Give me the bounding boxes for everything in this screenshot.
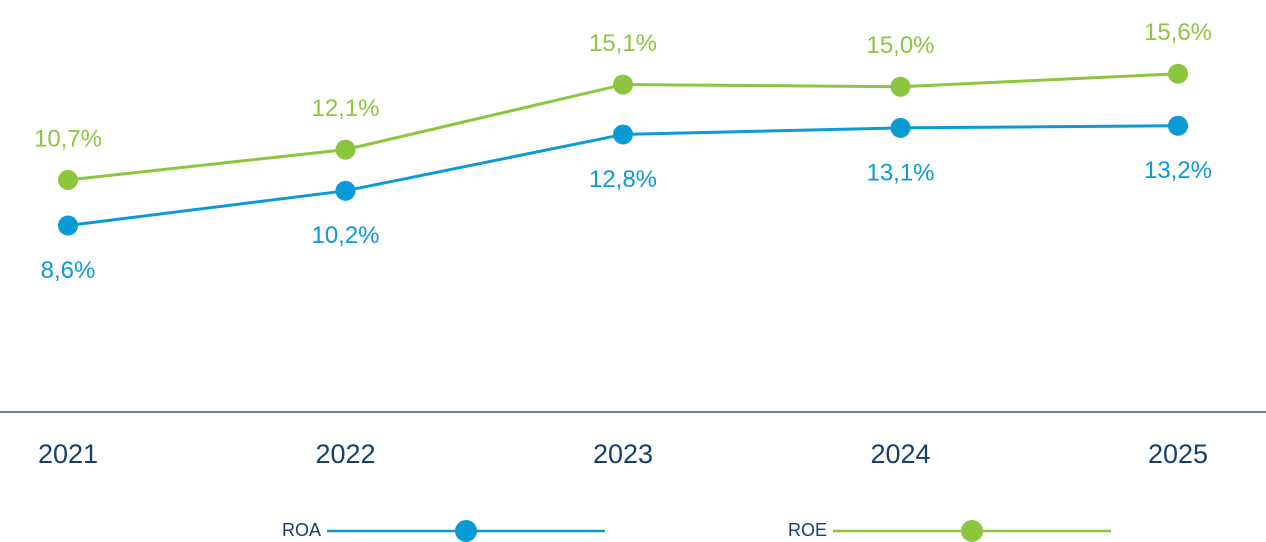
data-point [58, 215, 78, 236]
data-point [613, 124, 633, 145]
x-tick-label: 2022 [315, 439, 375, 469]
data-label: 15,6% [1144, 19, 1212, 46]
x-tick-label: 2025 [1148, 439, 1208, 469]
data-point [890, 117, 911, 138]
data-point [58, 169, 78, 190]
legend-label: ROA [282, 520, 321, 540]
data-label: 13,1% [866, 159, 934, 186]
data-point [1168, 115, 1188, 136]
data-label: 12,8% [589, 166, 657, 193]
data-point [335, 139, 356, 160]
legend-label: ROE [788, 520, 827, 540]
data-point [613, 74, 633, 95]
legend-marker [961, 520, 983, 542]
x-tick-label: 2024 [870, 439, 930, 469]
data-label: 10,2% [311, 222, 379, 249]
legend-marker [455, 520, 477, 542]
data-point [335, 180, 356, 201]
x-tick-label: 2023 [593, 439, 653, 469]
data-label: 8,6% [41, 257, 96, 284]
data-label: 15,0% [866, 32, 934, 59]
data-label: 10,7% [34, 125, 102, 152]
data-label: 15,1% [589, 30, 657, 57]
data-point [890, 76, 911, 97]
x-tick-label: 2021 [38, 439, 98, 469]
data-label: 13,2% [1144, 157, 1212, 184]
data-point [1168, 63, 1188, 84]
data-label: 12,1% [311, 95, 379, 122]
